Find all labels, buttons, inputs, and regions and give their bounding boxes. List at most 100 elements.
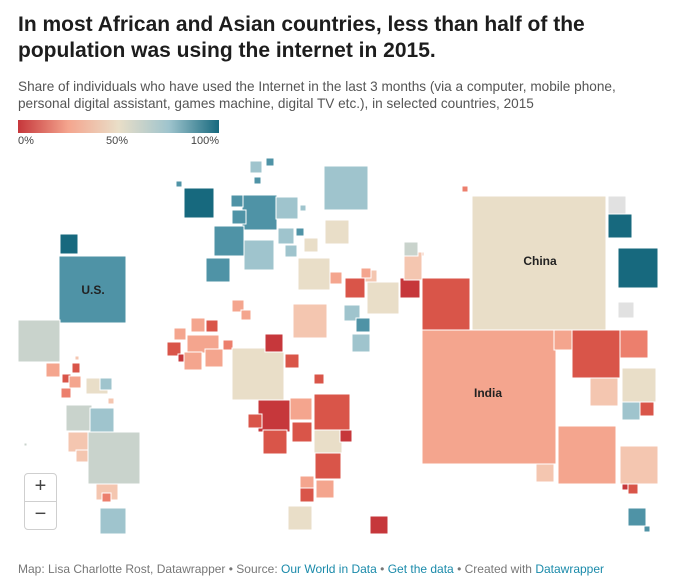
country-square[interactable] xyxy=(351,333,371,353)
country-square[interactable] xyxy=(99,507,127,535)
country-square[interactable] xyxy=(253,176,262,185)
country-square[interactable] xyxy=(329,271,343,285)
country-square[interactable] xyxy=(607,195,627,215)
country-square[interactable] xyxy=(262,429,288,455)
country-square[interactable] xyxy=(369,515,389,535)
country-square[interactable] xyxy=(231,209,247,225)
country-square[interactable] xyxy=(101,492,112,503)
country-square[interactable] xyxy=(323,165,369,211)
country-square[interactable] xyxy=(204,348,224,368)
country-square[interactable] xyxy=(65,404,93,432)
country-square[interactable] xyxy=(619,445,659,485)
country-square[interactable] xyxy=(299,204,307,212)
country-square[interactable] xyxy=(403,241,419,257)
cartogram-map[interactable]: U.S. China India xyxy=(0,150,684,545)
country-square[interactable] xyxy=(299,487,315,503)
country-square[interactable] xyxy=(343,304,361,322)
country-square[interactable] xyxy=(313,393,351,431)
country-square[interactable] xyxy=(366,281,400,315)
country-square[interactable] xyxy=(166,341,182,357)
country-square[interactable] xyxy=(627,507,647,527)
country-square[interactable] xyxy=(175,180,183,188)
country-square[interactable] xyxy=(360,267,372,279)
country-square[interactable] xyxy=(247,413,263,429)
country-square[interactable] xyxy=(183,187,215,219)
country-square[interactable] xyxy=(60,387,72,399)
country-square[interactable] xyxy=(213,225,245,257)
country-square[interactable] xyxy=(617,247,659,289)
country-square[interactable] xyxy=(313,373,325,385)
country-square[interactable] xyxy=(421,277,471,331)
country-square[interactable] xyxy=(303,237,319,253)
country-square[interactable] xyxy=(535,463,555,483)
country-square[interactable] xyxy=(23,442,28,447)
country-square[interactable] xyxy=(71,362,81,374)
country-square[interactable] xyxy=(291,421,313,443)
country-square[interactable] xyxy=(621,367,657,403)
country-square[interactable] xyxy=(643,525,651,533)
country-square[interactable] xyxy=(344,277,366,299)
country-square[interactable] xyxy=(607,213,633,239)
country-square[interactable] xyxy=(471,195,607,331)
country-square[interactable] xyxy=(257,399,291,433)
country-square[interactable] xyxy=(67,431,89,453)
country-square[interactable] xyxy=(265,157,275,167)
country-square[interactable] xyxy=(231,347,285,401)
country-square[interactable] xyxy=(314,452,342,480)
country-square[interactable] xyxy=(183,351,203,371)
country-square[interactable] xyxy=(264,333,284,353)
country-square[interactable] xyxy=(45,362,61,378)
country-square[interactable] xyxy=(421,329,557,465)
country-square[interactable] xyxy=(222,339,234,351)
get-data-link[interactable]: Get the data xyxy=(387,562,454,576)
source-link[interactable]: Our World in Data xyxy=(281,562,377,576)
country-square[interactable] xyxy=(74,355,80,361)
country-square[interactable] xyxy=(315,479,335,499)
country-square[interactable] xyxy=(75,449,89,463)
country-square[interactable] xyxy=(571,329,621,379)
country-square[interactable] xyxy=(241,194,278,231)
country-square[interactable] xyxy=(249,160,263,174)
country-square[interactable] xyxy=(619,329,649,359)
country-square[interactable] xyxy=(58,255,127,324)
country-square[interactable] xyxy=(617,301,635,319)
country-square[interactable] xyxy=(17,319,61,363)
country-square[interactable] xyxy=(99,377,113,391)
country-square[interactable] xyxy=(230,194,244,208)
country-square[interactable] xyxy=(339,429,353,443)
country-square[interactable] xyxy=(289,397,313,421)
country-square[interactable] xyxy=(553,329,573,351)
country-square[interactable] xyxy=(621,401,641,421)
country-squares[interactable] xyxy=(17,157,659,535)
country-square[interactable] xyxy=(277,227,295,245)
country-square[interactable] xyxy=(89,407,115,433)
country-square[interactable] xyxy=(627,483,639,495)
country-square[interactable] xyxy=(461,185,469,193)
country-square[interactable] xyxy=(557,425,617,485)
country-square[interactable] xyxy=(59,233,79,255)
zoom-in-button[interactable]: + xyxy=(24,473,57,502)
country-square[interactable] xyxy=(231,299,245,313)
zoom-out-button[interactable]: − xyxy=(24,501,57,530)
country-square[interactable] xyxy=(284,244,298,258)
country-square[interactable] xyxy=(639,401,655,417)
country-square[interactable] xyxy=(589,377,619,407)
country-square[interactable] xyxy=(355,317,371,333)
country-square[interactable] xyxy=(324,219,350,245)
country-square[interactable] xyxy=(621,483,629,491)
country-square[interactable] xyxy=(292,303,328,339)
country-square[interactable] xyxy=(275,196,299,220)
country-square[interactable] xyxy=(297,257,331,291)
datawrapper-link[interactable]: Datawrapper xyxy=(535,562,605,576)
country-square[interactable] xyxy=(240,309,252,321)
country-square[interactable] xyxy=(284,353,300,369)
country-square[interactable] xyxy=(173,327,187,341)
country-square[interactable] xyxy=(205,257,231,283)
country-square[interactable] xyxy=(205,319,219,333)
country-square[interactable] xyxy=(243,239,275,271)
country-square[interactable] xyxy=(399,277,421,299)
country-square[interactable] xyxy=(295,227,305,237)
country-square[interactable] xyxy=(87,431,141,485)
country-square[interactable] xyxy=(190,317,206,333)
country-square[interactable] xyxy=(287,505,313,531)
